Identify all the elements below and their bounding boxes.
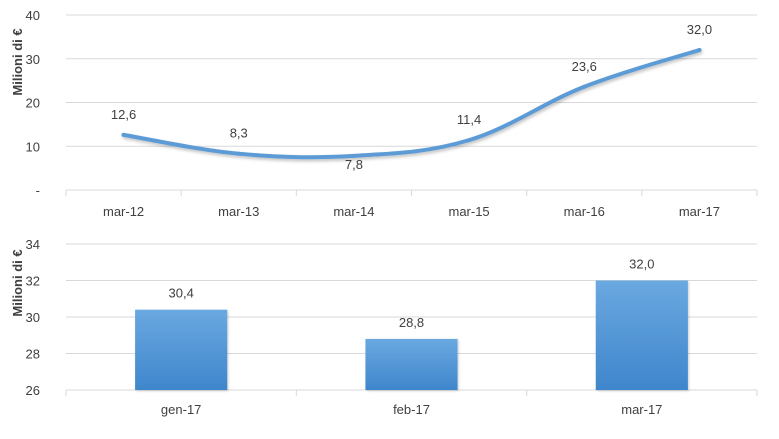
bar-chart-y-tick-label: 32 [26, 274, 40, 289]
bar-chart-y-tick-label: 30 [26, 310, 40, 325]
line-series [121, 48, 702, 160]
line-chart-y-tick-label: 10 [26, 139, 40, 154]
line-chart-x-tick-label: mar-16 [564, 204, 605, 219]
bar [595, 280, 688, 390]
bar-chart-x-tick-label: gen-17 [161, 402, 201, 417]
bar-chart-y-tick-label: 28 [26, 347, 40, 362]
bar [365, 338, 458, 390]
line-point [467, 138, 472, 143]
bar-data-label: 28,8 [399, 315, 424, 330]
line-chart-y-tick-label: 30 [26, 52, 40, 67]
line-point [351, 153, 356, 158]
line-chart-y-tick-label: - [36, 183, 40, 198]
bar-chart-y-ticks: 26 28 30 32 34 [26, 237, 40, 398]
line-point [236, 151, 241, 156]
line-chart-y-axis-label: Milioni di € [10, 28, 25, 95]
line-chart-x-tick-label: mar-14 [333, 204, 374, 219]
line-data-label: 23,6 [572, 59, 597, 74]
line-chart-y-tick-label: 20 [26, 96, 40, 111]
bar-chart-y-tick-label: 26 [26, 383, 40, 398]
bar-chart-x-tick-label: mar-17 [621, 402, 662, 417]
line-data-label: 12,6 [111, 107, 136, 122]
line-chart-x-tick-label: mar-13 [218, 204, 259, 219]
bar-data-label: 32,0 [629, 257, 654, 272]
bar-chart-x-ticks: gen-17 feb-17 mar-17 [65, 390, 758, 417]
line-data-label: 8,3 [230, 126, 248, 141]
line-chart-gridlines [66, 14, 757, 191]
bar-chart-x-tick-label: feb-17 [393, 402, 430, 417]
line-chart-x-tick-label: mar-12 [103, 204, 144, 219]
line-data-label: 32,0 [687, 22, 712, 37]
bar-chart-y-tick-label: 34 [26, 237, 40, 252]
line-chart-y-ticks: - 10 20 30 40 [26, 8, 40, 198]
bar-chart-y-axis-label: Milioni di € [10, 249, 25, 316]
bar-chart-bars [135, 280, 688, 390]
line-chart-data-labels: 12,6 8,3 7,8 11,4 23,6 32,0 [111, 22, 712, 172]
line-chart-y-tick-label: 40 [26, 8, 40, 23]
line-chart-x-ticks: mar-12 mar-13 mar-14 mar-15 mar-16 mar-17 [65, 190, 758, 219]
bar [135, 309, 228, 390]
bar-chart-data-labels: 30,4 28,8 32,0 [169, 257, 655, 330]
line-data-label: 11,4 [457, 112, 481, 127]
line-chart-x-tick-label: mar-17 [679, 204, 720, 219]
bar-chart: Milioni di € 26 28 30 32 34 gen-17 feb-17 mar-… [10, 237, 758, 417]
line-chart-x-tick-label: mar-15 [448, 204, 489, 219]
line-data-label: 7,8 [345, 157, 363, 172]
line-point [697, 48, 702, 52]
bar-data-label: 30,4 [169, 286, 194, 301]
line-point [121, 132, 126, 137]
line-point [582, 84, 587, 89]
line-chart-series [121, 48, 702, 160]
